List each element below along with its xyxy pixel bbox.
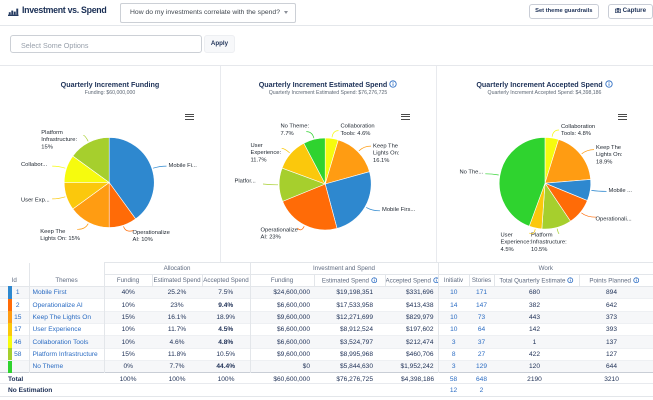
svg-text:AI: 23%: AI: 23% <box>261 235 281 241</box>
svg-text:User: User <box>501 233 513 239</box>
svg-text:Platform: Platform <box>41 130 63 136</box>
svg-text:Experience:: Experience: <box>501 240 532 246</box>
svg-text:Collabor...: Collabor... <box>21 162 47 168</box>
svg-text:4.5%: 4.5% <box>501 247 514 253</box>
svg-text:Platform: Platform <box>531 233 553 239</box>
svg-text:Keep The: Keep The <box>40 229 65 235</box>
svg-text:Mobile ...: Mobile ... <box>609 188 633 194</box>
svg-text:Experience:: Experience: <box>251 150 282 156</box>
svg-text:User: User <box>251 143 263 149</box>
svg-text:Lights On: 15%: Lights On: 15% <box>40 236 80 242</box>
svg-text:18.9%: 18.9% <box>596 159 612 165</box>
svg-text:User Exp...: User Exp... <box>21 197 50 203</box>
svg-text:Mobile Firs...: Mobile Firs... <box>382 207 416 213</box>
svg-text:7.7%: 7.7% <box>281 131 294 137</box>
svg-text:No The...: No The... <box>460 170 484 176</box>
svg-text:Operationalize: Operationalize <box>133 230 170 236</box>
svg-text:No Theme:: No Theme: <box>281 124 310 130</box>
svg-text:Tools: 4.6%: Tools: 4.6% <box>341 131 371 137</box>
svg-text:Keep The: Keep The <box>373 144 398 150</box>
svg-text:Lights On:: Lights On: <box>373 151 400 157</box>
svg-text:Lights On:: Lights On: <box>596 152 623 158</box>
svg-text:15%: 15% <box>41 144 53 150</box>
svg-text:10.5%: 10.5% <box>531 247 547 253</box>
svg-text:16.1%: 16.1% <box>373 158 389 164</box>
svg-text:AI: 10%: AI: 10% <box>133 237 153 243</box>
svg-text:Operationalize: Operationalize <box>261 228 298 234</box>
svg-text:Keep The: Keep The <box>596 145 621 151</box>
svg-text:Mobile Fi...: Mobile Fi... <box>169 163 198 169</box>
svg-text:11.7%: 11.7% <box>251 157 267 163</box>
svg-text:Tools: 4.8%: Tools: 4.8% <box>561 131 591 137</box>
svg-text:Collaboration: Collaboration <box>561 124 595 130</box>
svg-text:Infrastructure:: Infrastructure: <box>41 137 77 143</box>
svg-text:Platfor...: Platfor... <box>235 179 257 185</box>
svg-text:Operationali...: Operationali... <box>596 217 632 223</box>
svg-text:Collaboration: Collaboration <box>341 124 375 130</box>
svg-text:Infrastructure:: Infrastructure: <box>531 240 567 246</box>
